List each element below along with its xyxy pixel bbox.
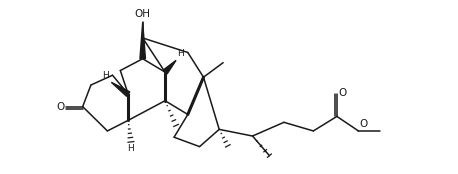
Text: O: O [359, 119, 367, 129]
Text: OH: OH [135, 9, 151, 19]
Text: O: O [338, 88, 346, 98]
Text: H: H [127, 144, 134, 153]
Text: H: H [177, 49, 184, 58]
Text: O: O [56, 102, 64, 112]
Polygon shape [140, 22, 146, 59]
Text: H: H [103, 71, 109, 80]
Polygon shape [111, 82, 130, 96]
Polygon shape [163, 60, 176, 74]
